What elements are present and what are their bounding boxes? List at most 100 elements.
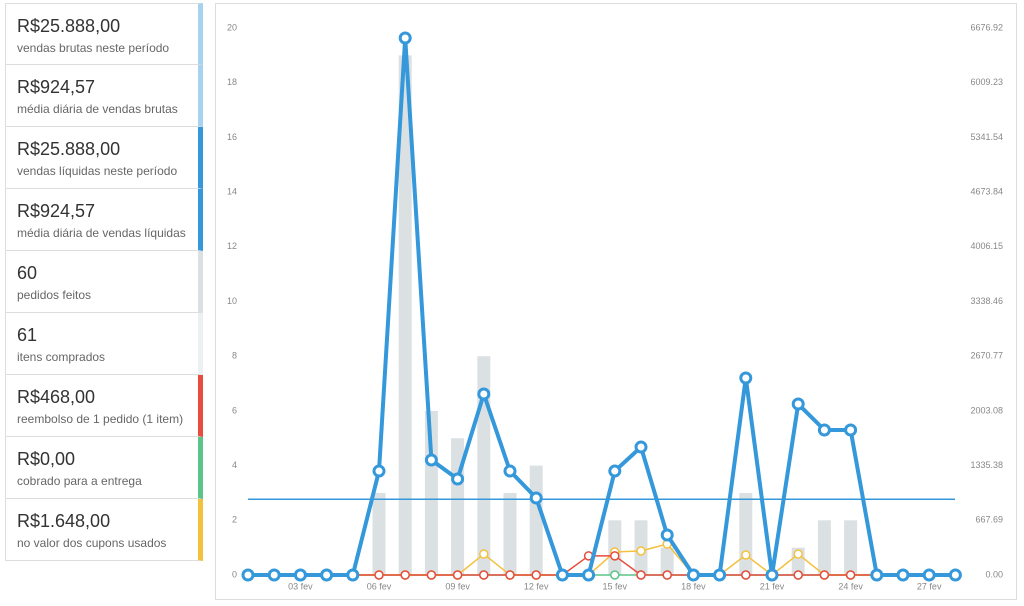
- stat-value: R$25.888,00: [17, 139, 121, 159]
- stat-label: vendas líquidas neste período: [17, 164, 178, 178]
- bar: [529, 465, 543, 575]
- bar: [817, 520, 831, 575]
- y-tick-label: 6: [232, 405, 237, 415]
- stat-value: R$0,00: [17, 449, 76, 469]
- point: [346, 568, 360, 582]
- point: [241, 568, 255, 582]
- chart-panel: [215, 3, 1017, 600]
- stat-card[interactable]: R$1.648,00 no valor dos cupons usados: [5, 499, 203, 561]
- point: [503, 464, 517, 478]
- point: [479, 549, 489, 559]
- y2-tick-label: 2003.08: [970, 405, 1003, 415]
- stat-card[interactable]: R$25.888,00 vendas líquidas neste período: [5, 127, 203, 189]
- point: [555, 568, 569, 582]
- stat-card[interactable]: R$468,00 reembolso de 1 pedido (1 item): [5, 375, 203, 437]
- point: [793, 570, 803, 580]
- point: [686, 568, 700, 582]
- point: [817, 423, 831, 437]
- stat-value: R$468,00: [17, 387, 96, 407]
- y-tick-label: 2: [232, 515, 237, 525]
- stat-value: R$924,57: [17, 77, 96, 97]
- point: [896, 568, 910, 582]
- stat-label: vendas brutas neste período: [17, 41, 170, 55]
- point: [608, 464, 622, 478]
- point: [398, 31, 412, 45]
- stat-value: R$924,57: [17, 201, 96, 221]
- y2-tick-label: 5341.54: [970, 132, 1003, 142]
- y2-tick-label: 6009.23: [970, 77, 1003, 87]
- bar: [844, 520, 858, 575]
- point: [870, 568, 884, 582]
- stat-card[interactable]: R$25.888,00 vendas brutas neste período: [5, 3, 203, 65]
- stat-card[interactable]: R$0,00 cobrado para a entrega: [5, 437, 203, 499]
- point: [452, 570, 463, 580]
- y-tick-label: 8: [232, 351, 237, 361]
- point: [634, 440, 648, 454]
- stat-value: 60: [17, 263, 38, 283]
- point: [741, 570, 751, 580]
- point: [713, 568, 727, 582]
- x-tick-label: 15 fev: [603, 581, 628, 591]
- y-tick-label: 12: [227, 241, 237, 251]
- y-tick-label: 10: [227, 296, 237, 306]
- point: [793, 549, 803, 559]
- point: [374, 570, 384, 580]
- point: [922, 568, 936, 582]
- x-tick-label: 12 fev: [524, 581, 549, 591]
- stat-card[interactable]: R$924,57 média diária de vendas líquidas: [5, 189, 203, 251]
- point: [426, 570, 437, 580]
- stat-label: no valor dos cupons usados: [17, 536, 167, 550]
- y2-tick-label: 4006.15: [970, 241, 1003, 251]
- stat-value: 61: [17, 325, 38, 345]
- point: [424, 453, 438, 467]
- point: [529, 491, 543, 505]
- stats-sidebar: R$25.888,00 vendas brutas neste período R$…: [5, 3, 203, 561]
- y2-tick-label: 667.69: [975, 515, 1003, 525]
- point: [451, 472, 465, 486]
- y2-tick-label: 6676.92: [970, 22, 1003, 32]
- bar: [398, 55, 412, 576]
- x-tick-label: 06 fev: [367, 581, 392, 591]
- stat-value: R$25.888,00: [17, 16, 121, 36]
- stat-card[interactable]: 61 itens comprados: [5, 313, 203, 375]
- point: [293, 568, 307, 582]
- point: [662, 570, 672, 580]
- point: [636, 546, 646, 556]
- x-tick-label: 03 fev: [288, 581, 313, 591]
- stat-value: R$1.648,00: [17, 511, 111, 531]
- bar: [739, 492, 753, 575]
- x-tick-label: 27 fev: [917, 581, 942, 591]
- y-tick-label: 0: [232, 569, 237, 579]
- x-tick-label: 18 fev: [681, 581, 706, 591]
- point: [582, 568, 596, 582]
- y2-tick-label: 2670.77: [970, 351, 1003, 361]
- point: [765, 568, 779, 582]
- x-tick-label: 09 fev: [445, 581, 470, 591]
- x-tick-label: 21 fev: [760, 581, 785, 591]
- point: [660, 528, 674, 542]
- point: [948, 568, 962, 582]
- point: [739, 371, 753, 385]
- stat-card[interactable]: R$924,57 média diária de vendas brutas: [5, 65, 203, 127]
- y-tick-label: 18: [227, 77, 237, 87]
- stat-label: pedidos feitos: [17, 288, 92, 302]
- bar: [503, 492, 517, 575]
- y2-tick-label: 1335.38: [970, 460, 1003, 470]
- point: [741, 550, 751, 560]
- point: [610, 551, 620, 561]
- y2-tick-label: 0.00: [985, 569, 1003, 579]
- line: [248, 555, 956, 576]
- stat-label: média diária de vendas líquidas: [17, 226, 186, 240]
- y-tick-label: 20: [227, 22, 237, 32]
- point: [400, 570, 410, 580]
- x-tick-label: 24 fev: [838, 581, 863, 591]
- point: [610, 570, 620, 580]
- stat-card[interactable]: 60 pedidos feitos: [5, 251, 203, 313]
- bar: [372, 492, 386, 575]
- point: [845, 570, 856, 580]
- point: [844, 423, 858, 437]
- point: [636, 570, 646, 580]
- point: [267, 568, 281, 582]
